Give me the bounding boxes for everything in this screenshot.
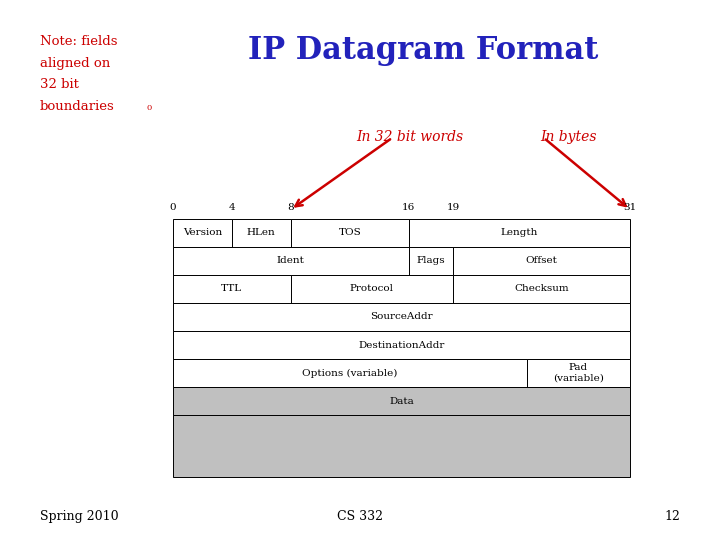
Text: Protocol: Protocol [350,285,394,293]
Text: IP Datagram Format: IP Datagram Format [248,35,599,66]
Text: Offset: Offset [526,256,557,265]
Text: Pad
(variable): Pad (variable) [553,363,604,383]
Text: aligned on: aligned on [40,57,110,70]
Text: TOS: TOS [338,228,361,237]
Text: boundaries: boundaries [40,100,114,113]
Text: 8: 8 [287,203,294,212]
Text: 4: 4 [228,203,235,212]
Text: 16: 16 [402,203,415,212]
Text: Data: Data [389,397,414,406]
Text: HLen: HLen [247,228,276,237]
Text: Spring 2010: Spring 2010 [40,510,118,523]
Text: Options (variable): Options (variable) [302,369,397,377]
Text: Flags: Flags [417,256,445,265]
Text: CS 332: CS 332 [337,510,383,523]
Text: DestinationAddr: DestinationAddr [359,341,444,349]
Text: Length: Length [500,228,538,237]
Text: 32 bit: 32 bit [40,78,78,91]
Text: 0: 0 [146,104,151,112]
Text: TTL: TTL [221,285,243,293]
Text: 0: 0 [169,203,176,212]
Text: Version: Version [183,228,222,237]
Text: SourceAddr: SourceAddr [370,313,433,321]
Text: Checksum: Checksum [514,285,569,293]
Text: 12: 12 [665,510,680,523]
Text: 19: 19 [446,203,459,212]
Text: In 32 bit words: In 32 bit words [356,130,464,144]
Text: Ident: Ident [277,256,305,265]
Text: In bytes: In bytes [540,130,596,144]
Text: Note: fields: Note: fields [40,35,117,48]
Text: 31: 31 [624,203,636,212]
